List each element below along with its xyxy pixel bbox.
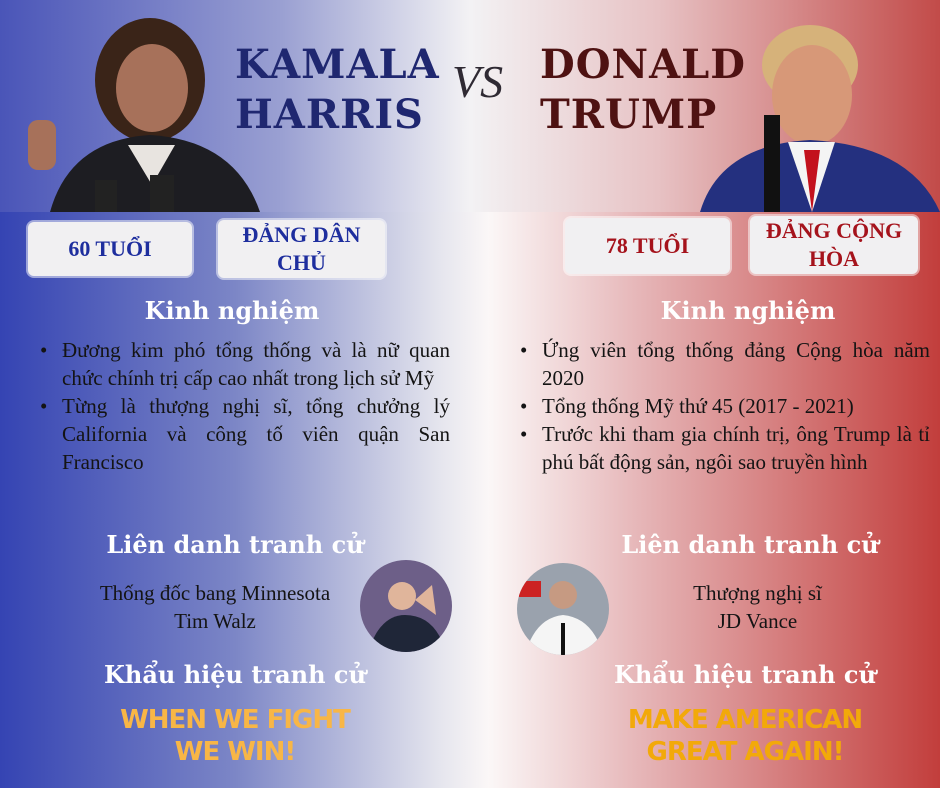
- running-mate-harris: Thống đốc bang Minnesota Tim Walz: [70, 579, 360, 635]
- running-mate-name: Tim Walz: [174, 609, 256, 633]
- party-line: CHỦ: [277, 250, 326, 275]
- running-mate-title: Thượng nghị sĩ: [693, 581, 822, 605]
- running-mate-trump: Thượng nghị sĩ JD Vance: [615, 579, 900, 635]
- running-mate-heading-harris: Liên danh tranh cử: [106, 530, 364, 559]
- running-mate-title: Thống đốc bang Minnesota: [99, 581, 331, 605]
- slogan-line: GREAT AGAIN!: [646, 737, 845, 767]
- experience-list-trump: Ứng viên tổng thống đảng Cộng hòa năm 20…: [520, 336, 930, 476]
- list-item: Từng là thượng nghị sĩ, tổng chưởng lý C…: [40, 392, 450, 476]
- slogan-heading-harris: Khẩu hiệu tranh cử: [104, 660, 366, 689]
- vs-label: VS: [452, 56, 504, 107]
- slogan-line: WE WIN!: [174, 737, 296, 767]
- candidate-name-trump: DONALD TRUMP: [540, 40, 746, 140]
- first-name: KAMALA: [235, 41, 440, 88]
- slogan-heading-trump: Khẩu hiệu tranh cử: [614, 660, 876, 689]
- list-item: Trước khi tham gia chính trị, ông Trump …: [520, 420, 930, 476]
- tim-walz-photo: [360, 560, 452, 652]
- slogan-trump: MAKE AMERICAN GREAT AGAIN!: [560, 704, 930, 768]
- slogan-line: MAKE AMERICAN: [627, 705, 863, 735]
- list-item: Tổng thống Mỹ thứ 45 (2017 - 2021): [520, 392, 930, 420]
- age-badge-harris: 60 TUỔI: [28, 222, 192, 276]
- first-name: DONALD: [540, 41, 746, 88]
- list-item: Đương kim phó tổng thống và là nữ quan c…: [40, 336, 450, 392]
- experience-list-harris: Đương kim phó tổng thống và là nữ quan c…: [40, 336, 450, 476]
- last-name: HARRIS: [235, 91, 424, 138]
- party-badge-harris: ĐẢNG DÂN CHỦ: [218, 220, 385, 278]
- donald-trump-photo: [700, 25, 940, 212]
- slogan-line: WHEN WE FIGHT: [120, 705, 351, 735]
- running-mate-name: JD Vance: [717, 609, 798, 633]
- party-badge-trump: ĐẢNG CỘNG HÒA: [750, 216, 918, 274]
- age-badge-trump: 78 TUỔI: [565, 218, 730, 274]
- slogan-harris: WHEN WE FIGHT WE WIN!: [60, 704, 410, 768]
- jd-vance-photo: [517, 563, 609, 655]
- kamala-harris-photo: [28, 18, 260, 212]
- candidate-name-harris: KAMALA HARRIS: [235, 40, 440, 140]
- party-line: ĐẢNG CỘNG: [765, 218, 903, 243]
- last-name: TRUMP: [540, 91, 718, 138]
- running-mate-heading-trump: Liên danh tranh cử: [621, 530, 879, 559]
- list-item: Ứng viên tổng thống đảng Cộng hòa năm 20…: [520, 336, 930, 392]
- experience-heading-trump: Kinh nghiệm: [660, 296, 836, 325]
- party-line: ĐẢNG DÂN: [242, 222, 361, 247]
- party-line: HÒA: [808, 246, 860, 271]
- experience-heading-harris: Kinh nghiệm: [144, 296, 320, 325]
